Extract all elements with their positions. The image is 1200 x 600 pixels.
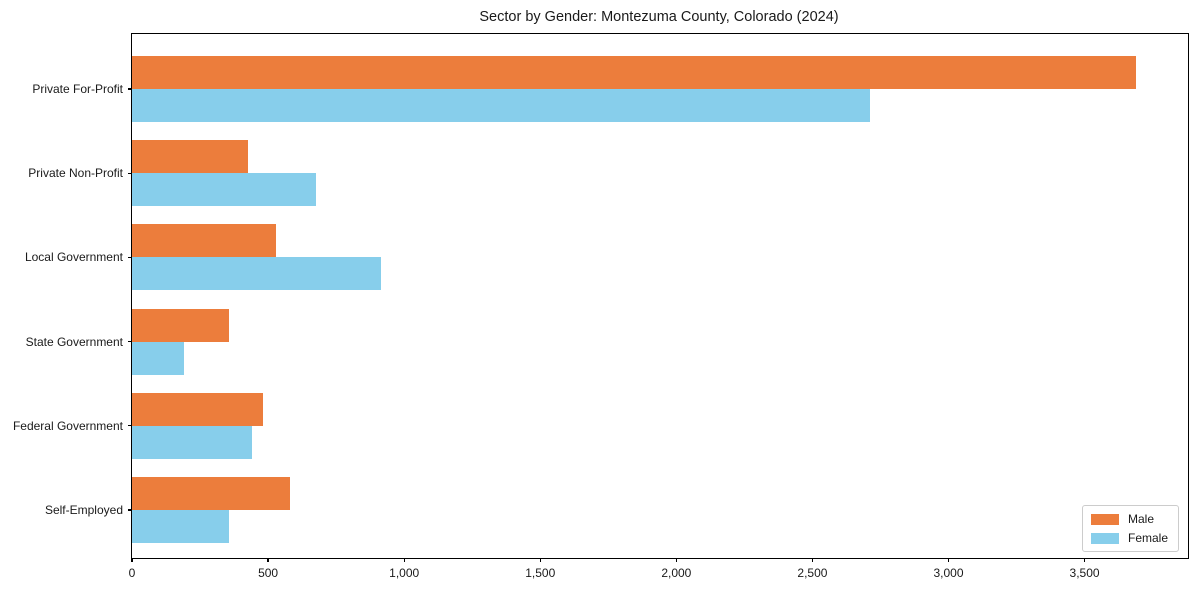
- x-tick-mark: [403, 558, 405, 562]
- bar-male-private-for-profit: [132, 56, 1137, 89]
- bar-male-local-government: [132, 224, 277, 258]
- legend-label-female: Female: [1127, 531, 1168, 545]
- x-tick-mark: [539, 558, 541, 562]
- y-tick-mark: [128, 425, 132, 427]
- y-tick-label-self-employed: Self-Employed: [44, 503, 123, 517]
- bar-male-private-non-profit: [132, 140, 248, 174]
- chart-title: Sector by Gender: Montezuma County, Colo…: [479, 9, 839, 25]
- legend: Male Female: [1081, 505, 1179, 552]
- bar-male-state-government: [132, 308, 229, 342]
- y-tick-mark: [128, 88, 132, 90]
- y-tick-label-state-government: State Government: [25, 334, 123, 349]
- bar-male-federal-government: [132, 392, 263, 426]
- x-tick-label-2500: 2,500: [797, 566, 828, 580]
- x-tick-mark: [267, 558, 269, 562]
- x-tick-label-500: 500: [258, 566, 279, 580]
- legend-swatch-male: [1090, 513, 1119, 525]
- x-tick-label-0: 0: [128, 566, 136, 580]
- legend-swatch-female: [1090, 532, 1119, 544]
- legend-entry-male: Male: [1090, 512, 1168, 526]
- x-tick-label-3000: 3,000: [933, 566, 964, 580]
- plot-area: Private For-Profit Private Non-Profit Loca…: [13, 33, 1189, 580]
- x-tick-mark: [131, 558, 133, 562]
- x-tick-mark: [675, 558, 677, 562]
- y-tick-label-private-for-profit: Private For-Profit: [32, 82, 123, 96]
- y-tick-mark: [128, 341, 132, 343]
- y-tick-mark: [128, 172, 132, 174]
- bar-female-private-for-profit: [132, 89, 870, 122]
- x-tick-mark: [811, 558, 813, 562]
- x-tick-mark: [1083, 558, 1086, 562]
- y-tick-label-federal-government: Federal Government: [12, 418, 123, 433]
- bar-male-self-employed: [132, 477, 290, 510]
- bar-female-local-government: [132, 257, 381, 291]
- bar-female-state-government: [132, 341, 184, 375]
- y-tick-label-local-government: Local Government: [24, 250, 123, 265]
- x-tick-label-1000: 1,000: [389, 566, 420, 580]
- x-tick-label-2000: 2,000: [661, 566, 692, 580]
- y-tick-mark: [128, 256, 132, 258]
- bar-female-private-non-profit: [132, 173, 316, 207]
- bar-female-federal-government: [132, 425, 252, 459]
- y-tick-mark: [128, 509, 132, 511]
- legend-label-male: Male: [1127, 512, 1154, 526]
- x-tick-mark: [947, 558, 950, 562]
- legend-entry-female: Female: [1090, 531, 1168, 545]
- x-tick-label-3500: 3,500: [1069, 566, 1100, 580]
- x-tick-label-1500: 1,500: [525, 566, 556, 580]
- y-tick-label-private-non-profit: Private Non-Profit: [28, 166, 123, 181]
- bar-female-self-employed: [132, 510, 229, 543]
